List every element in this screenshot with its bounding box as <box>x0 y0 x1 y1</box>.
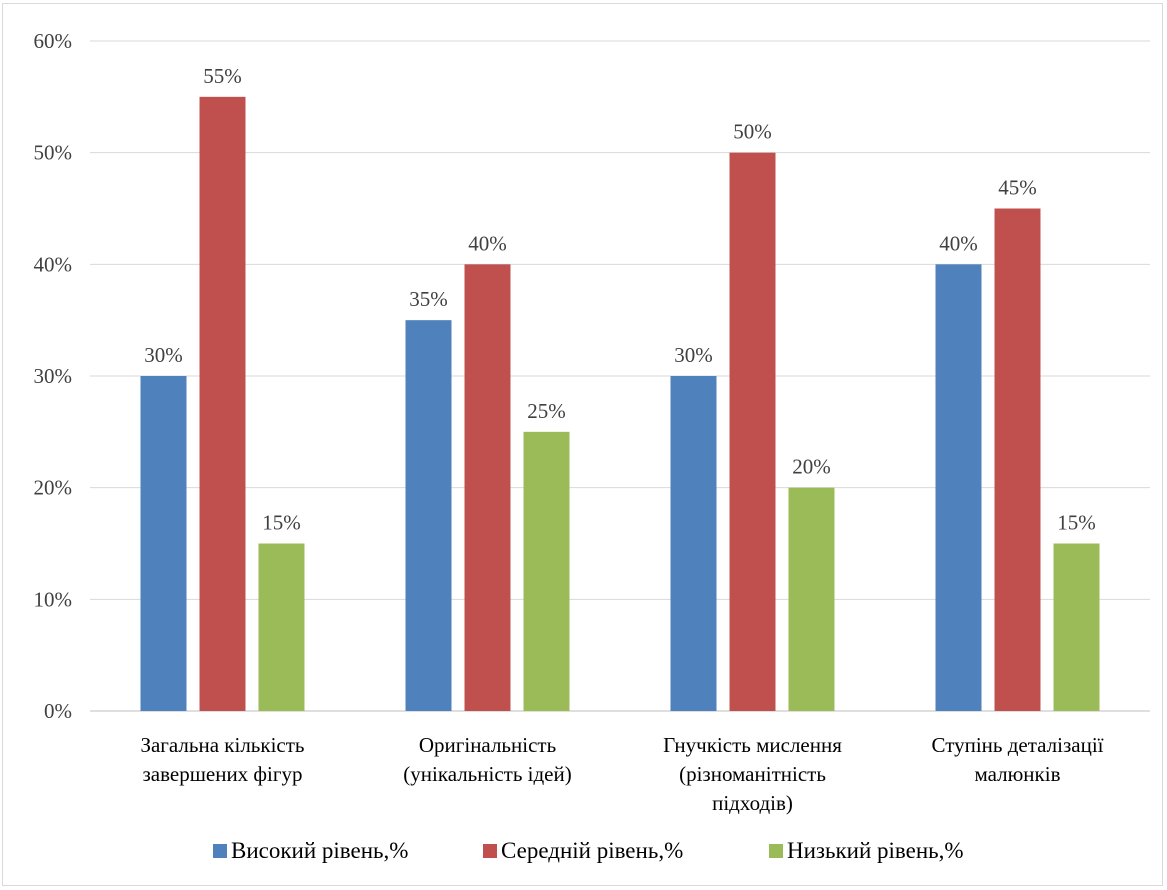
y-tick-label: 50% <box>34 141 73 165</box>
legend-swatch <box>483 844 497 858</box>
y-tick-label: 60% <box>34 29 73 53</box>
data-label: 25% <box>527 399 566 423</box>
data-label: 45% <box>998 176 1037 200</box>
category-label: завершених фігур <box>142 762 302 786</box>
y-tick-label: 40% <box>34 252 73 276</box>
category-label: малюнків <box>974 762 1060 786</box>
legend-label: Низький рівень,% <box>787 838 964 863</box>
data-label: 50% <box>733 120 772 144</box>
bar <box>1053 543 1100 711</box>
data-label: 20% <box>792 455 831 479</box>
category-label: (різноманітність <box>679 762 826 786</box>
y-tick-label: 10% <box>34 587 73 611</box>
data-label: 30% <box>674 343 713 367</box>
category-label: Ступінь деталізації <box>931 733 1103 757</box>
bar <box>935 264 982 711</box>
bar <box>258 543 305 711</box>
y-tick-label: 0% <box>44 699 72 723</box>
y-tick-label: 20% <box>34 476 73 500</box>
bar <box>199 96 246 712</box>
legend-swatch <box>213 844 227 858</box>
bar <box>670 376 717 711</box>
bar <box>405 320 452 711</box>
bar <box>464 264 511 711</box>
category-label: (унікальність ідей) <box>403 762 571 786</box>
legend-label: Високий рівень,% <box>231 838 408 863</box>
data-label: 30% <box>144 343 183 367</box>
category-label: Загальна кількість <box>140 733 304 757</box>
legend-label: Середній рівень,% <box>501 838 683 863</box>
category-label: підходів) <box>712 791 793 815</box>
bar <box>994 208 1041 711</box>
data-label: 15% <box>262 511 301 535</box>
data-label: 40% <box>468 231 507 255</box>
y-tick-label: 30% <box>34 364 73 388</box>
data-label: 35% <box>409 287 448 311</box>
legend-swatch <box>769 844 783 858</box>
bar <box>788 487 835 711</box>
data-label: 40% <box>939 231 978 255</box>
category-label: Оригінальність <box>419 733 556 757</box>
bar <box>523 431 570 711</box>
data-label: 55% <box>203 64 242 88</box>
category-label: Гнучкість мислення <box>663 733 842 757</box>
bar <box>729 152 776 711</box>
bar <box>140 376 187 711</box>
data-label: 15% <box>1057 511 1096 535</box>
